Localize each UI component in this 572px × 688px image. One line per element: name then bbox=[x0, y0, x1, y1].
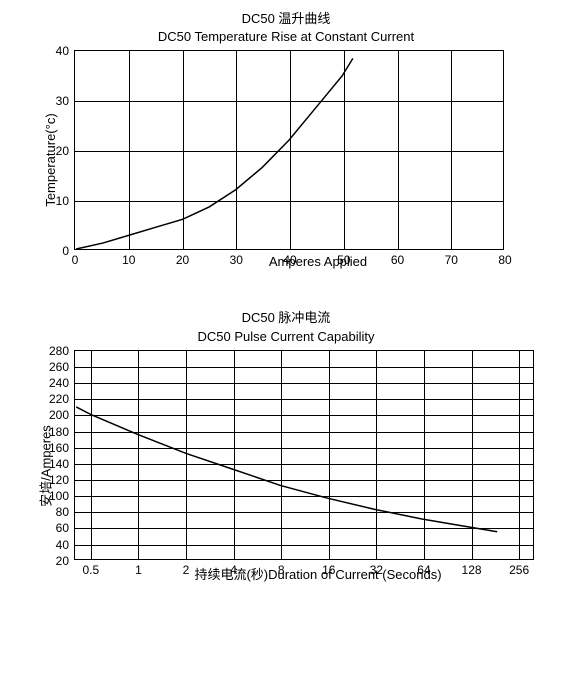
chart1-ylabel: Temperature(°c) bbox=[43, 113, 58, 206]
gridline-v bbox=[519, 351, 520, 559]
gridline-h bbox=[75, 101, 503, 102]
chart1-title-cn: DC50 温升曲线 bbox=[10, 10, 562, 28]
chart2-xlabel: 持续电流(秒)Duration of Current (Seconds) bbox=[74, 564, 562, 583]
gridline-v bbox=[236, 51, 237, 249]
gridline-v bbox=[91, 351, 92, 559]
xtick-label: 0 bbox=[72, 249, 79, 267]
gridline-h bbox=[75, 415, 533, 416]
gridline-h bbox=[75, 367, 533, 368]
gridline-v bbox=[376, 351, 377, 559]
pulse-current-chart: DC50 脉冲电流 DC50 Pulse Current Capability … bbox=[10, 309, 562, 582]
ytick-label: 40 bbox=[56, 538, 75, 552]
ytick-label: 100 bbox=[49, 489, 75, 503]
gridline-v bbox=[451, 51, 452, 249]
chart2-title-cn: DC50 脉冲电流 bbox=[10, 309, 562, 327]
gridline-v bbox=[290, 51, 291, 249]
xtick-label: 30 bbox=[230, 249, 243, 267]
gridline-v bbox=[398, 51, 399, 249]
gridline-v bbox=[234, 351, 235, 559]
xtick-label: 64 bbox=[417, 559, 430, 577]
xtick-label: 10 bbox=[122, 249, 135, 267]
ytick-label: 20 bbox=[56, 144, 75, 158]
gridline-v bbox=[472, 351, 473, 559]
gridline-v bbox=[424, 351, 425, 559]
gridline-h bbox=[75, 464, 533, 465]
chart2-area: 安培/Amperes 20406080100120140160180200220… bbox=[10, 350, 562, 583]
ytick-label: 80 bbox=[56, 505, 75, 519]
xtick-label: 16 bbox=[322, 559, 335, 577]
ytick-label: 20 bbox=[56, 554, 75, 568]
chart1-title-en: DC50 Temperature Rise at Constant Curren… bbox=[10, 28, 562, 46]
ytick-label: 160 bbox=[49, 441, 75, 455]
xtick-label: 128 bbox=[462, 559, 482, 577]
xtick-label: 8 bbox=[278, 559, 285, 577]
chart2-plot: 204060801001201401601802002202402602800.… bbox=[74, 350, 534, 560]
gridline-h bbox=[75, 432, 533, 433]
temperature-rise-chart: DC50 温升曲线 DC50 Temperature Rise at Const… bbox=[10, 10, 562, 269]
ytick-label: 40 bbox=[56, 44, 75, 58]
ytick-label: 260 bbox=[49, 360, 75, 374]
gridline-v bbox=[129, 51, 130, 249]
gridline-h bbox=[75, 383, 533, 384]
gridline-h bbox=[75, 399, 533, 400]
gridline-h bbox=[75, 480, 533, 481]
xtick-label: 40 bbox=[283, 249, 296, 267]
xtick-label: 0.5 bbox=[83, 559, 100, 577]
ytick-label: 280 bbox=[49, 344, 75, 358]
chart2-title-en: DC50 Pulse Current Capability bbox=[10, 328, 562, 346]
ytick-label: 220 bbox=[49, 392, 75, 406]
chart2-titles: DC50 脉冲电流 DC50 Pulse Current Capability bbox=[10, 309, 562, 345]
xtick-label: 256 bbox=[509, 559, 529, 577]
ytick-label: 120 bbox=[49, 473, 75, 487]
chart1-curve bbox=[75, 51, 503, 249]
gridline-v bbox=[344, 51, 345, 249]
ytick-label: 200 bbox=[49, 408, 75, 422]
xtick-label: 1 bbox=[135, 559, 142, 577]
gridline-v bbox=[329, 351, 330, 559]
xtick-label: 20 bbox=[176, 249, 189, 267]
ytick-label: 180 bbox=[49, 425, 75, 439]
xtick-label: 80 bbox=[498, 249, 511, 267]
chart1-plot: 01020304001020304050607080 bbox=[74, 50, 504, 250]
gridline-h bbox=[75, 448, 533, 449]
ytick-label: 140 bbox=[49, 457, 75, 471]
chart1-area: Temperature(°c) 010203040010203040506070… bbox=[10, 50, 562, 269]
chart1-xlabel: Amperes Applied bbox=[74, 254, 562, 269]
gridline-h bbox=[75, 512, 533, 513]
gridline-v bbox=[281, 351, 282, 559]
ytick-label: 60 bbox=[56, 521, 75, 535]
gridline-v bbox=[138, 351, 139, 559]
gridline-h bbox=[75, 201, 503, 202]
gridline-h bbox=[75, 496, 533, 497]
xtick-label: 2 bbox=[183, 559, 190, 577]
xtick-label: 4 bbox=[230, 559, 237, 577]
chart1-titles: DC50 温升曲线 DC50 Temperature Rise at Const… bbox=[10, 10, 562, 46]
ytick-label: 10 bbox=[56, 194, 75, 208]
ytick-label: 240 bbox=[49, 376, 75, 390]
gridline-v bbox=[183, 51, 184, 249]
gridline-h bbox=[75, 528, 533, 529]
gridline-h bbox=[75, 545, 533, 546]
xtick-label: 70 bbox=[445, 249, 458, 267]
xtick-label: 50 bbox=[337, 249, 350, 267]
xtick-label: 32 bbox=[370, 559, 383, 577]
gridline-v bbox=[186, 351, 187, 559]
xtick-label: 60 bbox=[391, 249, 404, 267]
gridline-h bbox=[75, 151, 503, 152]
ytick-label: 30 bbox=[56, 94, 75, 108]
